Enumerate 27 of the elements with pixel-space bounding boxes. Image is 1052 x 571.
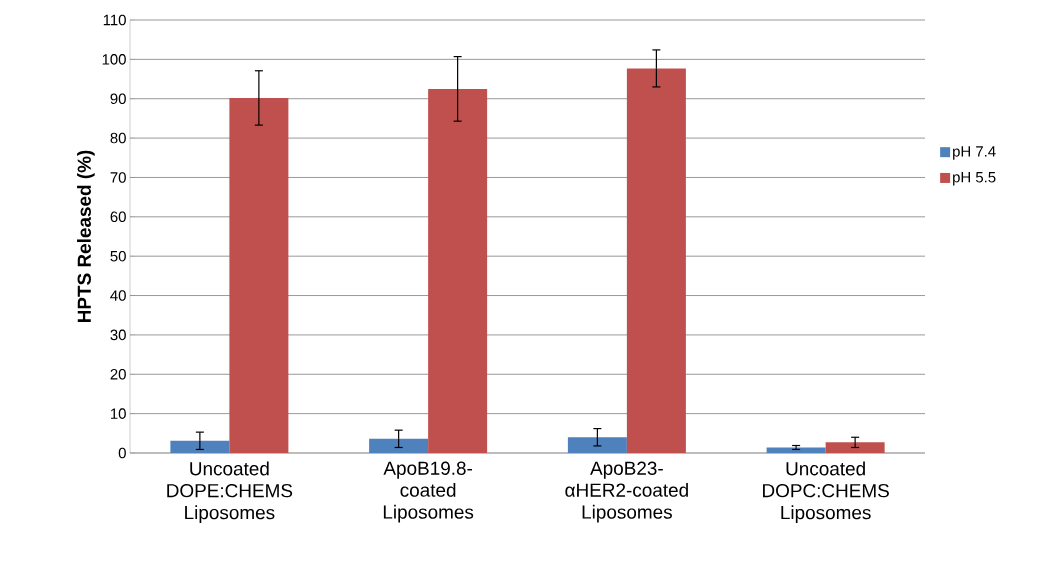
x-tick-label: ApoB23-αHER2-coated Liposomes [565, 461, 688, 523]
y-tick-label: 110 [103, 14, 126, 26]
legend-label: pH 5.5 [953, 172, 996, 186]
y-tick-label: 50 [110, 250, 126, 262]
bar [825, 442, 885, 453]
y-tick-label: 70 [110, 172, 126, 183]
y-tick-label: 100 [102, 54, 126, 65]
bar [766, 447, 826, 453]
y-axis-title: HPTS Released (%) [77, 150, 95, 323]
y-tick-label: 60 [110, 211, 126, 223]
x-tick-label: Uncoated DOPC:CHEMS Liposomes [763, 461, 889, 523]
y-tick-label: 40 [110, 290, 126, 301]
bar [229, 97, 289, 453]
y-tick-label: 10 [111, 408, 126, 419]
bar [170, 440, 230, 453]
bar [369, 438, 429, 453]
bar [626, 68, 686, 453]
x-tick-label: ApoB19.8-coated Liposomes [383, 461, 474, 523]
y-tick-label: 20 [110, 368, 126, 380]
x-tick-label: Uncoated DOPE:CHEMS Liposomes [167, 461, 293, 523]
legend-label: pH 7.4 [953, 146, 996, 160]
y-tick-label: 90 [110, 93, 126, 105]
bar [567, 437, 627, 453]
y-tick-label: 0 [118, 447, 126, 459]
y-tick-label: 30 [110, 329, 126, 341]
y-tick-label: 80 [110, 132, 126, 144]
bar [428, 88, 488, 453]
